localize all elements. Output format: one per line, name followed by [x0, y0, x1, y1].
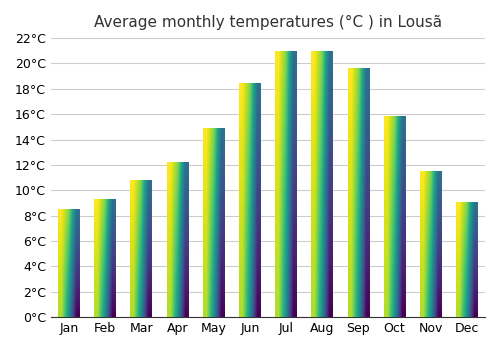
Title: Average monthly temperatures (°C ) in Lousã: Average monthly temperatures (°C ) in Lo…: [94, 15, 442, 30]
